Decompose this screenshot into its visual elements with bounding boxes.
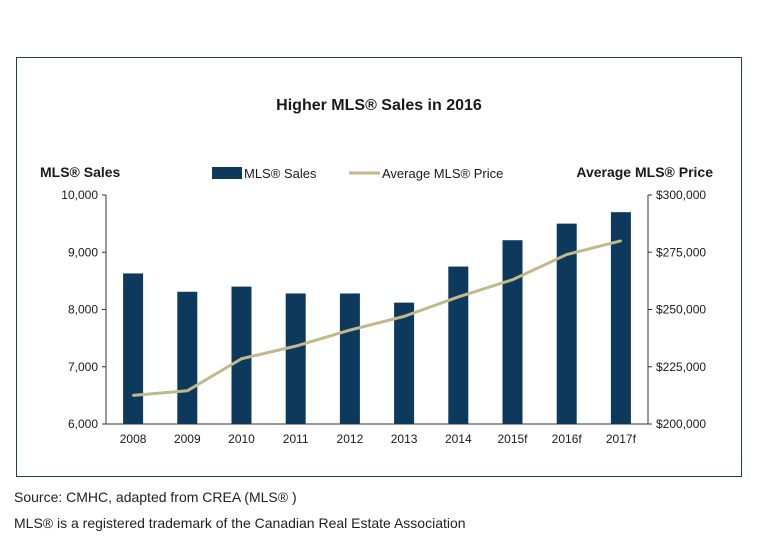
x-tick-label: 2011 [283,432,309,446]
line-point-2010 [240,357,243,360]
legend-line-label: Average MLS® Price [382,166,503,181]
line-point-2016f [565,253,568,256]
x-tick-label: 2014 [445,432,472,446]
line-point-2009 [186,389,189,392]
line-point-2015f [511,278,514,281]
legend-bar-label: MLS® Sales [244,166,317,181]
y-left-tick-label: 10,000 [61,188,98,202]
x-tick-label: 2013 [391,432,418,446]
chart-frame [16,57,742,477]
x-tick-label: 2010 [228,432,255,446]
line-point-2008 [131,394,135,397]
trademark-note: MLS® is a registered trademark of the Ca… [14,515,466,531]
plot-area: 10,000 9,000 8,000 7,000 6,000 $300,000 $275,0… [61,188,706,446]
x-tick-label: 2015f [497,432,528,446]
legend: MLS® Sales Average MLS® Price [212,166,503,181]
bar-2009 [177,291,198,424]
x-tick-label: 2016f [552,432,583,446]
y-right-tick-label: $300,000 [656,188,706,202]
y-left-tick-label: 9,000 [68,245,98,259]
bar-2017f [610,212,631,424]
y-axis-right-label: Average MLS® Price [576,164,713,180]
line-point-2011 [294,344,297,348]
x-tick-label: 2009 [174,432,201,446]
bar-2015f [502,240,523,424]
series-line-average-price [132,239,622,397]
x-tick-label: 2017f [606,432,637,446]
y-left-tick-label: 8,000 [68,303,98,317]
source-note: Source: CMHC, adapted from CREA (MLS® ) [14,489,297,505]
x-tick-label: 2008 [120,432,147,446]
y-left-tick-label: 7,000 [68,360,98,374]
line-point-2014 [457,295,460,299]
x-tick-label: 2012 [337,432,364,446]
bar-2016f [556,223,577,424]
y-right-tick-label: $250,000 [656,303,706,317]
bar-2013 [394,302,415,424]
y-right-tick-label: $225,000 [656,360,706,374]
bar-2008 [123,273,144,424]
bar-2014 [448,266,469,424]
y-right-tick-label: $275,000 [656,245,706,259]
chart-title: Higher MLS® Sales in 2016 [276,97,482,114]
y-left-tick-label: 6,000 [68,417,98,431]
y-right-tick-label: $200,000 [656,417,706,431]
bar-2010 [231,286,252,424]
line-point-2013 [402,315,406,318]
y-axis-left-label: MLS® Sales [40,164,121,180]
line-point-2017f [619,239,623,242]
line-point-2012 [348,328,352,332]
bar-2012 [339,293,360,424]
legend-bar-swatch [212,167,242,179]
bar-2011 [285,293,306,424]
